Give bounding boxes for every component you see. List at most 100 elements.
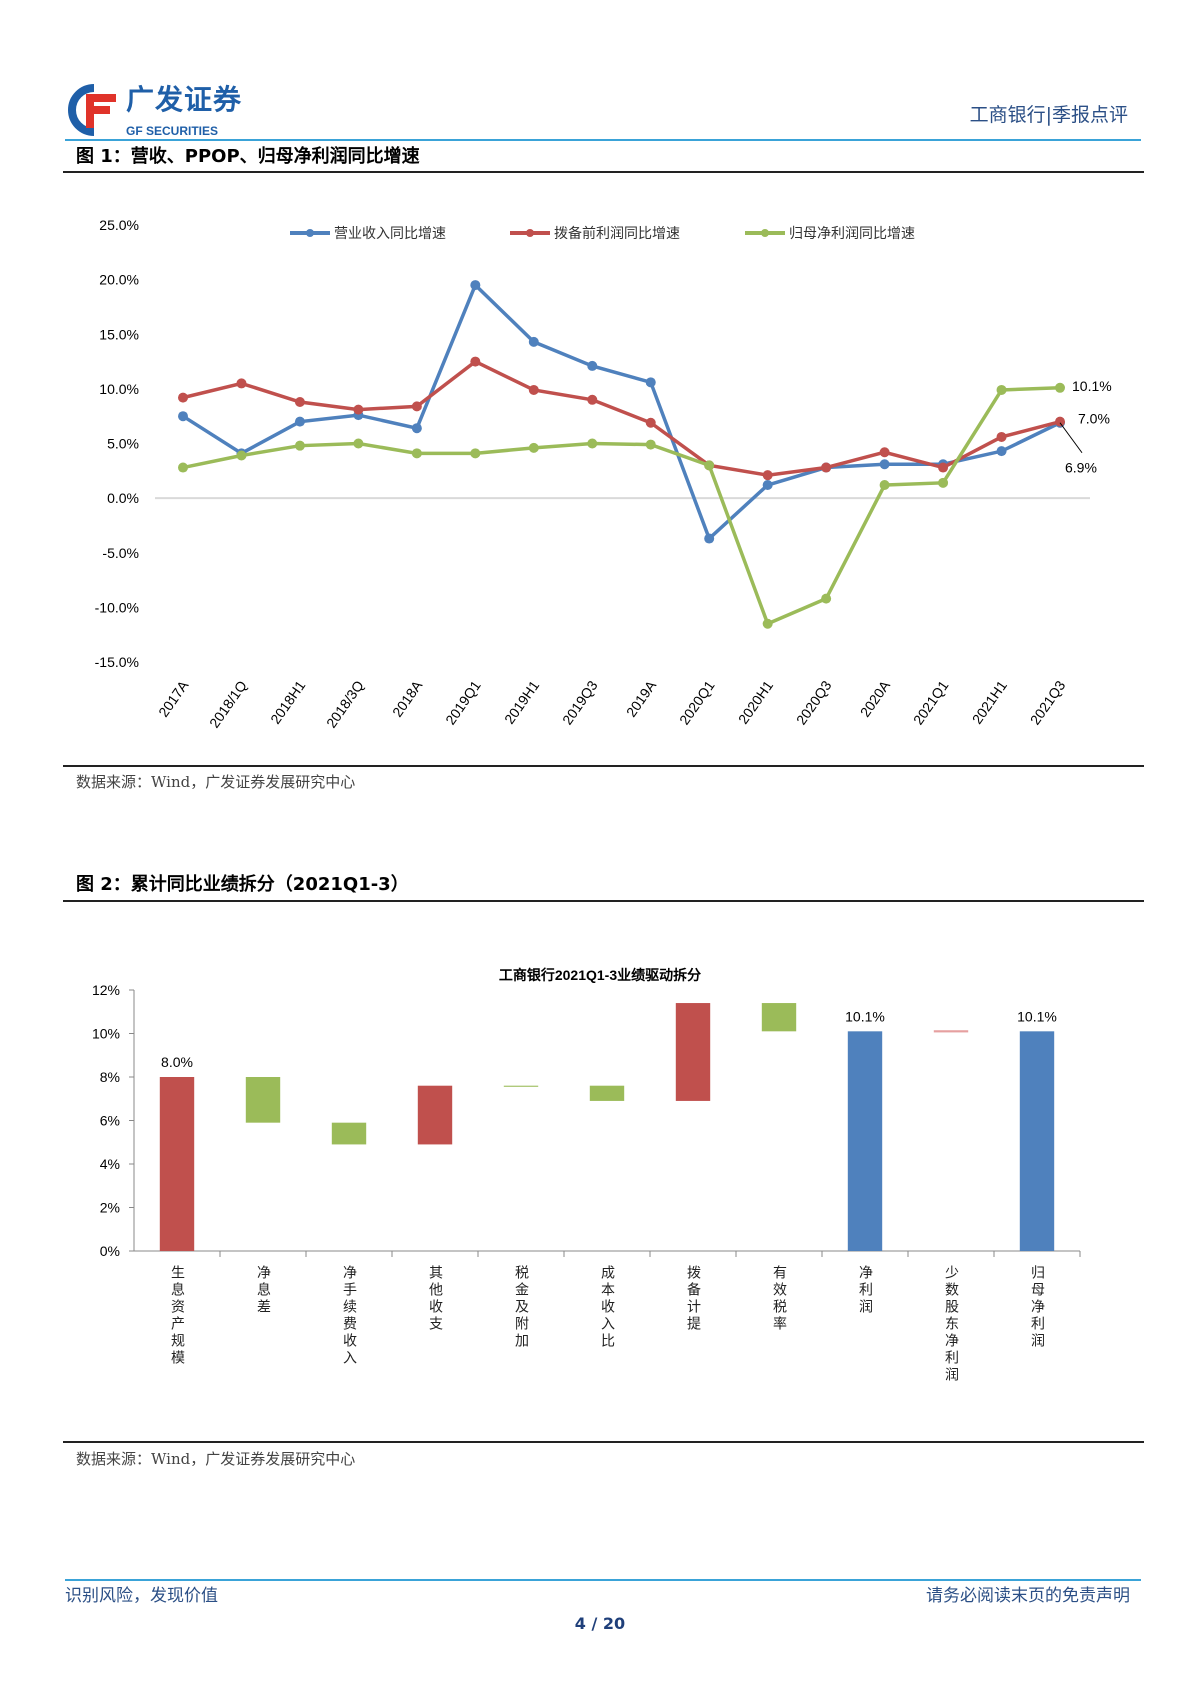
x-tick-label: 2020A (857, 677, 894, 720)
waterfall-bar (331, 1122, 367, 1145)
data-point (996, 431, 1007, 442)
figure2-source: 数据来源：Wind，广发证券发展研究中心 (76, 1450, 356, 1468)
gf-logo-icon (68, 84, 116, 136)
data-point (178, 411, 188, 422)
leader-line (1059, 422, 1083, 454)
data-point (411, 401, 422, 412)
legend-marker (761, 229, 769, 237)
y-tick-label: 4% (100, 1156, 120, 1172)
data-point (879, 459, 890, 470)
waterfall-bar (503, 1085, 539, 1087)
data-point (645, 417, 656, 428)
report-type: 工商银行|季报点评 (969, 104, 1128, 126)
y-tick-label: 0.0% (107, 490, 139, 506)
data-point (353, 404, 364, 415)
figure2-bottom-rule (63, 1441, 1144, 1443)
data-point (470, 448, 481, 459)
data-point (704, 533, 715, 544)
data-label: 10.1% (845, 1008, 885, 1024)
data-point (587, 438, 598, 449)
figure1-title: 图 1：营收、PPOP、归母净利润同比增速 (76, 146, 420, 167)
data-point (762, 480, 773, 491)
series-line (182, 359, 1061, 477)
y-tick-label: 15.0% (99, 326, 139, 342)
data-point (294, 440, 305, 451)
data-label: 10.1% (1072, 378, 1112, 394)
data-point (470, 356, 481, 367)
x-tick-label: 2018/3Q (323, 677, 367, 730)
y-tick-label: 8% (100, 1069, 120, 1085)
x-tick-label: 有效税率 (771, 1265, 787, 1333)
waterfall-bar (1019, 1031, 1055, 1251)
data-point (645, 377, 656, 388)
y-tick-label: -10.0% (95, 599, 139, 615)
y-tick-label: -5.0% (102, 545, 139, 561)
x-tick-label: 2020H1 (735, 677, 776, 727)
footer-slogan: 识别风险，发现价值 (65, 1586, 218, 1606)
x-tick-label: 成本收入比 (599, 1265, 615, 1350)
y-tick-label: 5.0% (107, 436, 139, 452)
data-point (470, 280, 481, 291)
brand-name-en: GF SECURITIES (126, 124, 219, 138)
data-label: 6.9% (1065, 460, 1097, 476)
series-line (182, 282, 1061, 542)
data-point (762, 470, 773, 481)
data-point (1055, 416, 1065, 427)
legend-marker (306, 229, 314, 237)
x-tick-label: 2018/1Q (206, 677, 250, 730)
x-tick-label: 拨备计提 (685, 1265, 701, 1333)
x-tick-label: 净手续费收入 (341, 1265, 357, 1367)
waterfall-bar (589, 1085, 625, 1101)
x-tick-label: 税金及附加 (513, 1265, 529, 1350)
y-tick-label: 0% (100, 1243, 120, 1259)
data-point (236, 450, 247, 461)
x-tick-label: 净利润 (857, 1265, 873, 1316)
figure2-title: 图 2：累计同比业绩拆分（2021Q1-3） (76, 874, 409, 895)
x-tick-label: 2021Q3 (1027, 677, 1069, 727)
data-point (704, 460, 715, 471)
line-chart: 25.0% 20.0% 15.0% 10.0% 5.0% 0.0% -5.0% -10.0% -… (95, 217, 1112, 731)
x-tick-label: 生息资产规模 (169, 1265, 185, 1367)
data-point (528, 384, 539, 395)
header-divider (65, 139, 1141, 141)
waterfall-bar (417, 1085, 453, 1145)
figure1-source: 数据来源：Wind，广发证券发展研究中心 (76, 773, 356, 791)
y-tick-label: 10.0% (99, 381, 139, 397)
page-number: 4 / 20 (574, 1614, 626, 1633)
data-label: 8.0% (161, 1054, 193, 1070)
data-point (587, 394, 598, 405)
x-tick-label: 2019Q3 (559, 677, 601, 727)
data-point (236, 378, 247, 389)
x-tick-label: 2021H1 (969, 677, 1010, 727)
footer-disclaimer[interactable]: 请务必阅读末页的免责声明 (926, 1586, 1130, 1606)
x-tick-label: 2019Q1 (442, 677, 484, 727)
waterfall-bar (159, 1077, 195, 1251)
data-point (996, 446, 1007, 457)
brand-name-cn: 广发证券 (126, 83, 243, 116)
data-point (528, 336, 539, 347)
data-point (294, 416, 305, 427)
legend-label: 归母净利润同比增速 (789, 225, 915, 241)
figure2-top-rule (63, 900, 1144, 902)
data-point (821, 593, 832, 604)
legend-marker (526, 229, 534, 237)
data-point (353, 438, 364, 449)
data-point (1055, 382, 1065, 393)
data-point (996, 384, 1007, 395)
data-point (411, 448, 422, 459)
y-tick-label: -15.0% (95, 654, 139, 670)
data-point (762, 618, 773, 629)
y-tick-label: 2% (100, 1200, 120, 1216)
data-point (821, 462, 832, 473)
data-label: 10.1% (1017, 1008, 1057, 1024)
gf-securities-logo: 广发证券 GF SECURITIES (66, 84, 266, 142)
data-point (879, 447, 890, 458)
waterfall-bar (675, 1003, 711, 1101)
footer-divider (65, 1579, 1141, 1581)
data-point (411, 423, 422, 434)
x-tick-label: 2019A (623, 677, 660, 720)
x-tick-label: 2018H1 (267, 677, 308, 727)
waterfall-bar (245, 1077, 281, 1123)
data-point (645, 439, 656, 450)
data-point (294, 396, 305, 407)
